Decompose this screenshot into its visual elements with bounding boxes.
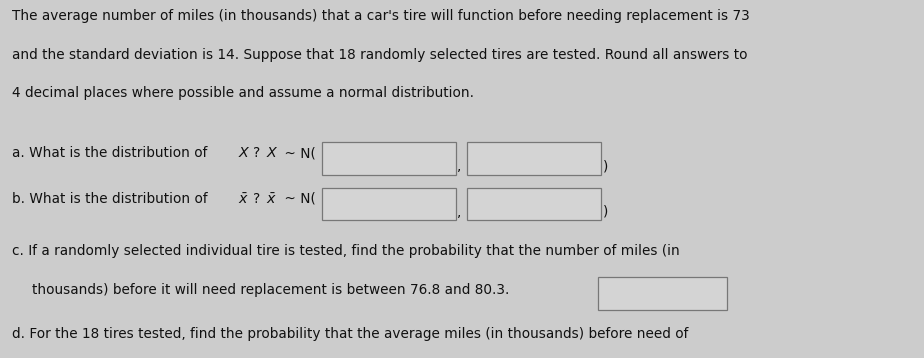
- Text: $X$: $X$: [266, 146, 279, 160]
- Text: ?: ?: [253, 146, 265, 160]
- Text: ): ): [602, 159, 608, 173]
- Text: $\bar{x}$: $\bar{x}$: [266, 192, 277, 207]
- Text: c. If a randomly selected individual tire is tested, find the probability that t: c. If a randomly selected individual tir…: [12, 244, 680, 258]
- Text: ,: ,: [457, 205, 462, 219]
- Text: 4 decimal places where possible and assume a normal distribution.: 4 decimal places where possible and assu…: [12, 86, 474, 100]
- Text: $X$: $X$: [238, 146, 251, 160]
- FancyBboxPatch shape: [322, 142, 456, 175]
- Text: and the standard deviation is 14. Suppose that 18 randomly selected tires are te: and the standard deviation is 14. Suppos…: [12, 48, 748, 62]
- FancyBboxPatch shape: [598, 277, 727, 310]
- Text: ): ): [602, 205, 608, 219]
- FancyBboxPatch shape: [467, 142, 601, 175]
- Text: The average number of miles (in thousands) that a car's tire will function befor: The average number of miles (in thousand…: [12, 9, 749, 23]
- FancyBboxPatch shape: [322, 188, 456, 221]
- Text: ~ N(: ~ N(: [280, 192, 316, 206]
- Text: d. For the 18 tires tested, find the probability that the average miles (in thou: d. For the 18 tires tested, find the pro…: [12, 327, 688, 341]
- Text: a. What is the distribution of: a. What is the distribution of: [12, 146, 212, 160]
- Text: b. What is the distribution of: b. What is the distribution of: [12, 192, 212, 206]
- Text: ?: ?: [253, 192, 265, 206]
- Text: ,: ,: [457, 159, 462, 173]
- Text: $\bar{x}$: $\bar{x}$: [238, 192, 249, 207]
- Text: ~ N(: ~ N(: [280, 146, 316, 160]
- Text: thousands) before it will need replacement is between 76.8 and 80.3.: thousands) before it will need replaceme…: [32, 283, 510, 297]
- FancyBboxPatch shape: [467, 188, 601, 221]
